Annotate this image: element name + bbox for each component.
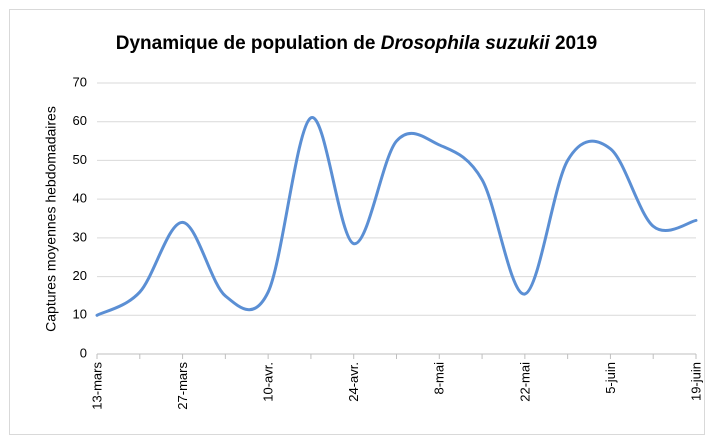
line-series	[95, 116, 698, 317]
x-tick-label: 19-juin	[688, 362, 703, 401]
x-tick-label: 24-avr.	[346, 362, 361, 402]
y-tick-label: 70	[73, 74, 87, 89]
x-tick-label: 10-avr.	[261, 362, 276, 402]
y-tick-label: 60	[73, 113, 87, 128]
chart-title: Dynamique de population de Drosophila su…	[0, 33, 713, 55]
y-tick-label: 40	[73, 191, 87, 206]
y-tick-label: 50	[73, 152, 87, 167]
y-tick-label: 0	[80, 345, 87, 360]
title-part: Drosophila suzukii	[380, 33, 550, 54]
x-tick-label: 13-mars	[89, 362, 104, 410]
x-tick-label: 5-juin	[603, 362, 618, 394]
y-axis-label: Captures moyennes hebdomadaires	[43, 106, 59, 332]
x-tick-label: 8-mai	[432, 362, 447, 395]
chart-frame	[9, 9, 705, 435]
x-tick-label: 22-mai	[517, 362, 532, 402]
title-part: Dynamique de population de	[115, 33, 376, 54]
y-tick-label: 10	[73, 307, 87, 322]
y-tick-label: 30	[73, 229, 87, 244]
title-part: 2019	[554, 33, 598, 54]
x-tick-label: 27-mars	[175, 362, 190, 410]
y-tick-label: 20	[73, 268, 87, 283]
